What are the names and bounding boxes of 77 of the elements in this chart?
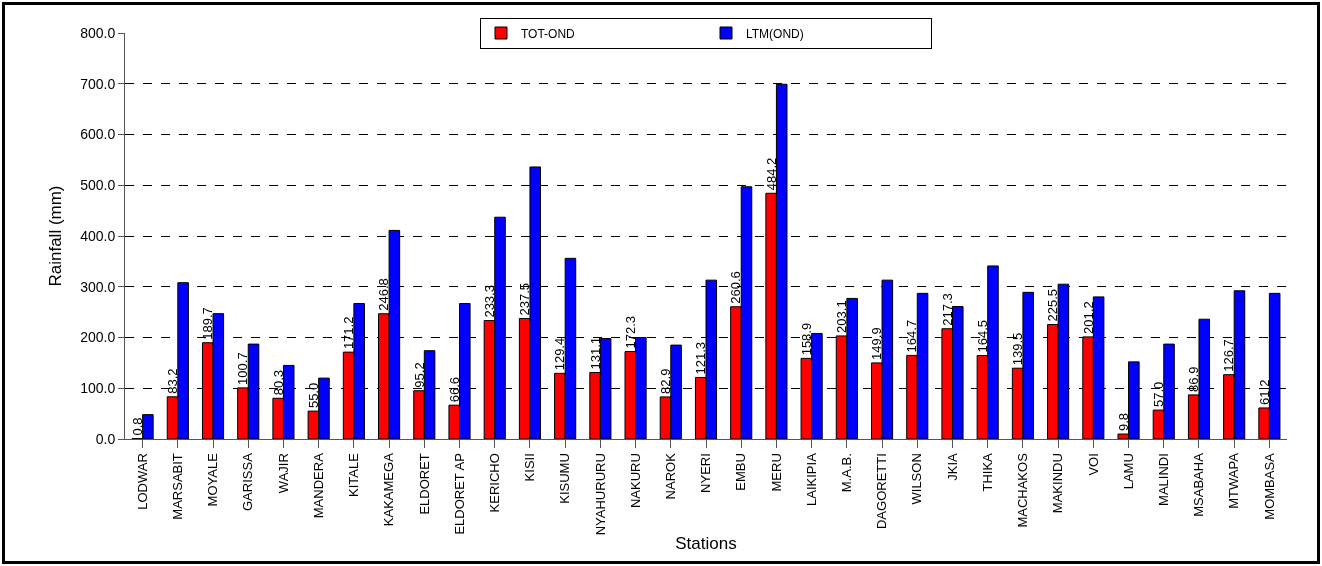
x-tick-label: MACHAKOS — [1015, 452, 1031, 528]
y-tick-label: 100.0 — [80, 380, 116, 397]
data-label: 203.1 — [834, 300, 850, 333]
data-label: 95.2 — [411, 362, 427, 388]
data-label: 61.2 — [1256, 379, 1272, 405]
x-tick-label: VOI — [1085, 453, 1101, 476]
x-tick-label: MANDERA — [310, 452, 326, 519]
data-label: 57.0 — [1150, 381, 1166, 408]
x-tick-label: KERICHO — [486, 453, 502, 513]
y-tick-label: 0.0 — [95, 430, 116, 447]
x-tick-label: KISUMU — [557, 453, 573, 504]
data-label: 189.7 — [200, 307, 216, 340]
data-label: 164.7 — [904, 319, 920, 353]
x-tick-label: MAKINDU — [1050, 453, 1066, 514]
data-label: 80.3 — [270, 369, 286, 396]
x-tick-label: MALINDI — [1155, 453, 1171, 506]
y-axis-title: Rainfall (mm) — [45, 185, 65, 287]
data-label: 164.5 — [974, 319, 990, 353]
x-tick-label: THIKA — [979, 452, 995, 492]
data-label: 246.8 — [376, 278, 392, 311]
x-tick-label: MOMBASA — [1261, 452, 1277, 520]
x-tick-label: NYERI — [698, 453, 714, 493]
x-tick-label: MSABAHA — [1191, 452, 1207, 517]
data-label: 121.3 — [693, 341, 709, 375]
x-tick-label: ELDORET AP — [451, 453, 467, 535]
x-tick-label: EMBU — [733, 453, 749, 491]
x-tick-label: MARSABIT — [170, 453, 186, 520]
x-tick-label: WILSON — [909, 453, 925, 505]
data-label: 100.7 — [235, 352, 251, 385]
x-tick-label: ELDORET — [416, 453, 432, 515]
data-label: 158.9 — [798, 322, 814, 356]
y-tick-label: 400.0 — [80, 227, 116, 244]
x-tick-label: GARISSA — [240, 452, 256, 511]
x-tick-label: LAMU — [1120, 453, 1136, 490]
data-label: 172.3 — [622, 316, 638, 349]
data-label: 83.2 — [165, 368, 181, 394]
data-label: 217.3 — [939, 293, 955, 326]
y-tick-label: 500.0 — [80, 177, 116, 194]
data-label: 66.6 — [446, 376, 462, 403]
data-label: 129.4 — [552, 337, 568, 371]
data-label: 225.5 — [1045, 289, 1061, 322]
x-tick-label: NAROK — [663, 452, 679, 500]
x-tick-label: JKIA — [944, 452, 960, 481]
data-label: 82.9 — [658, 368, 674, 394]
y-tick-label: 200.0 — [80, 329, 116, 346]
x-tick-label: KISII — [522, 453, 538, 482]
data-label: 237.5 — [517, 282, 533, 316]
data-label: 149.9 — [869, 327, 885, 360]
x-tick-label: M.A.B. — [839, 453, 855, 493]
data-label: 484.2 — [763, 157, 779, 191]
data-label: 171.2 — [341, 316, 357, 350]
x-tick-label: WAJIR — [275, 453, 291, 494]
x-tick-label: KITALE — [346, 452, 362, 498]
data-label: 139.5 — [1010, 332, 1026, 366]
x-tick-label: MTWAPA — [1226, 452, 1242, 509]
x-tick-label: NYAHURURU — [592, 453, 608, 536]
x-tick-label: KAKAMEGA — [381, 452, 397, 527]
data-label: 131.1 — [587, 336, 603, 370]
data-label: 9.8 — [1115, 412, 1131, 432]
y-tick-label: 700.0 — [80, 75, 116, 92]
data-label: 126.7 — [1221, 339, 1237, 372]
x-tick-label: MOYALE — [205, 452, 221, 507]
x-tick-label: NAKURU — [627, 453, 643, 509]
data-label: 86.9 — [1186, 366, 1202, 392]
data-label: 0.8 — [129, 417, 145, 436]
x-tick-label: LODWAR — [134, 453, 150, 510]
y-tick-label: 300.0 — [80, 278, 116, 295]
data-label: 201.2 — [1080, 301, 1096, 334]
y-tick-label: 600.0 — [80, 126, 116, 143]
x-tick-label: LAIKIPIA — [803, 452, 819, 506]
legend-label: LTM(OND) — [746, 26, 804, 41]
data-label: 260.6 — [728, 271, 744, 304]
x-axis-title: Stations — [675, 533, 737, 553]
y-tick-label: 800.0 — [80, 24, 116, 41]
x-tick-label: DAGORETTI — [874, 453, 890, 530]
x-tick-label: MERU — [768, 453, 784, 492]
legend-label: TOT-OND — [521, 26, 576, 41]
